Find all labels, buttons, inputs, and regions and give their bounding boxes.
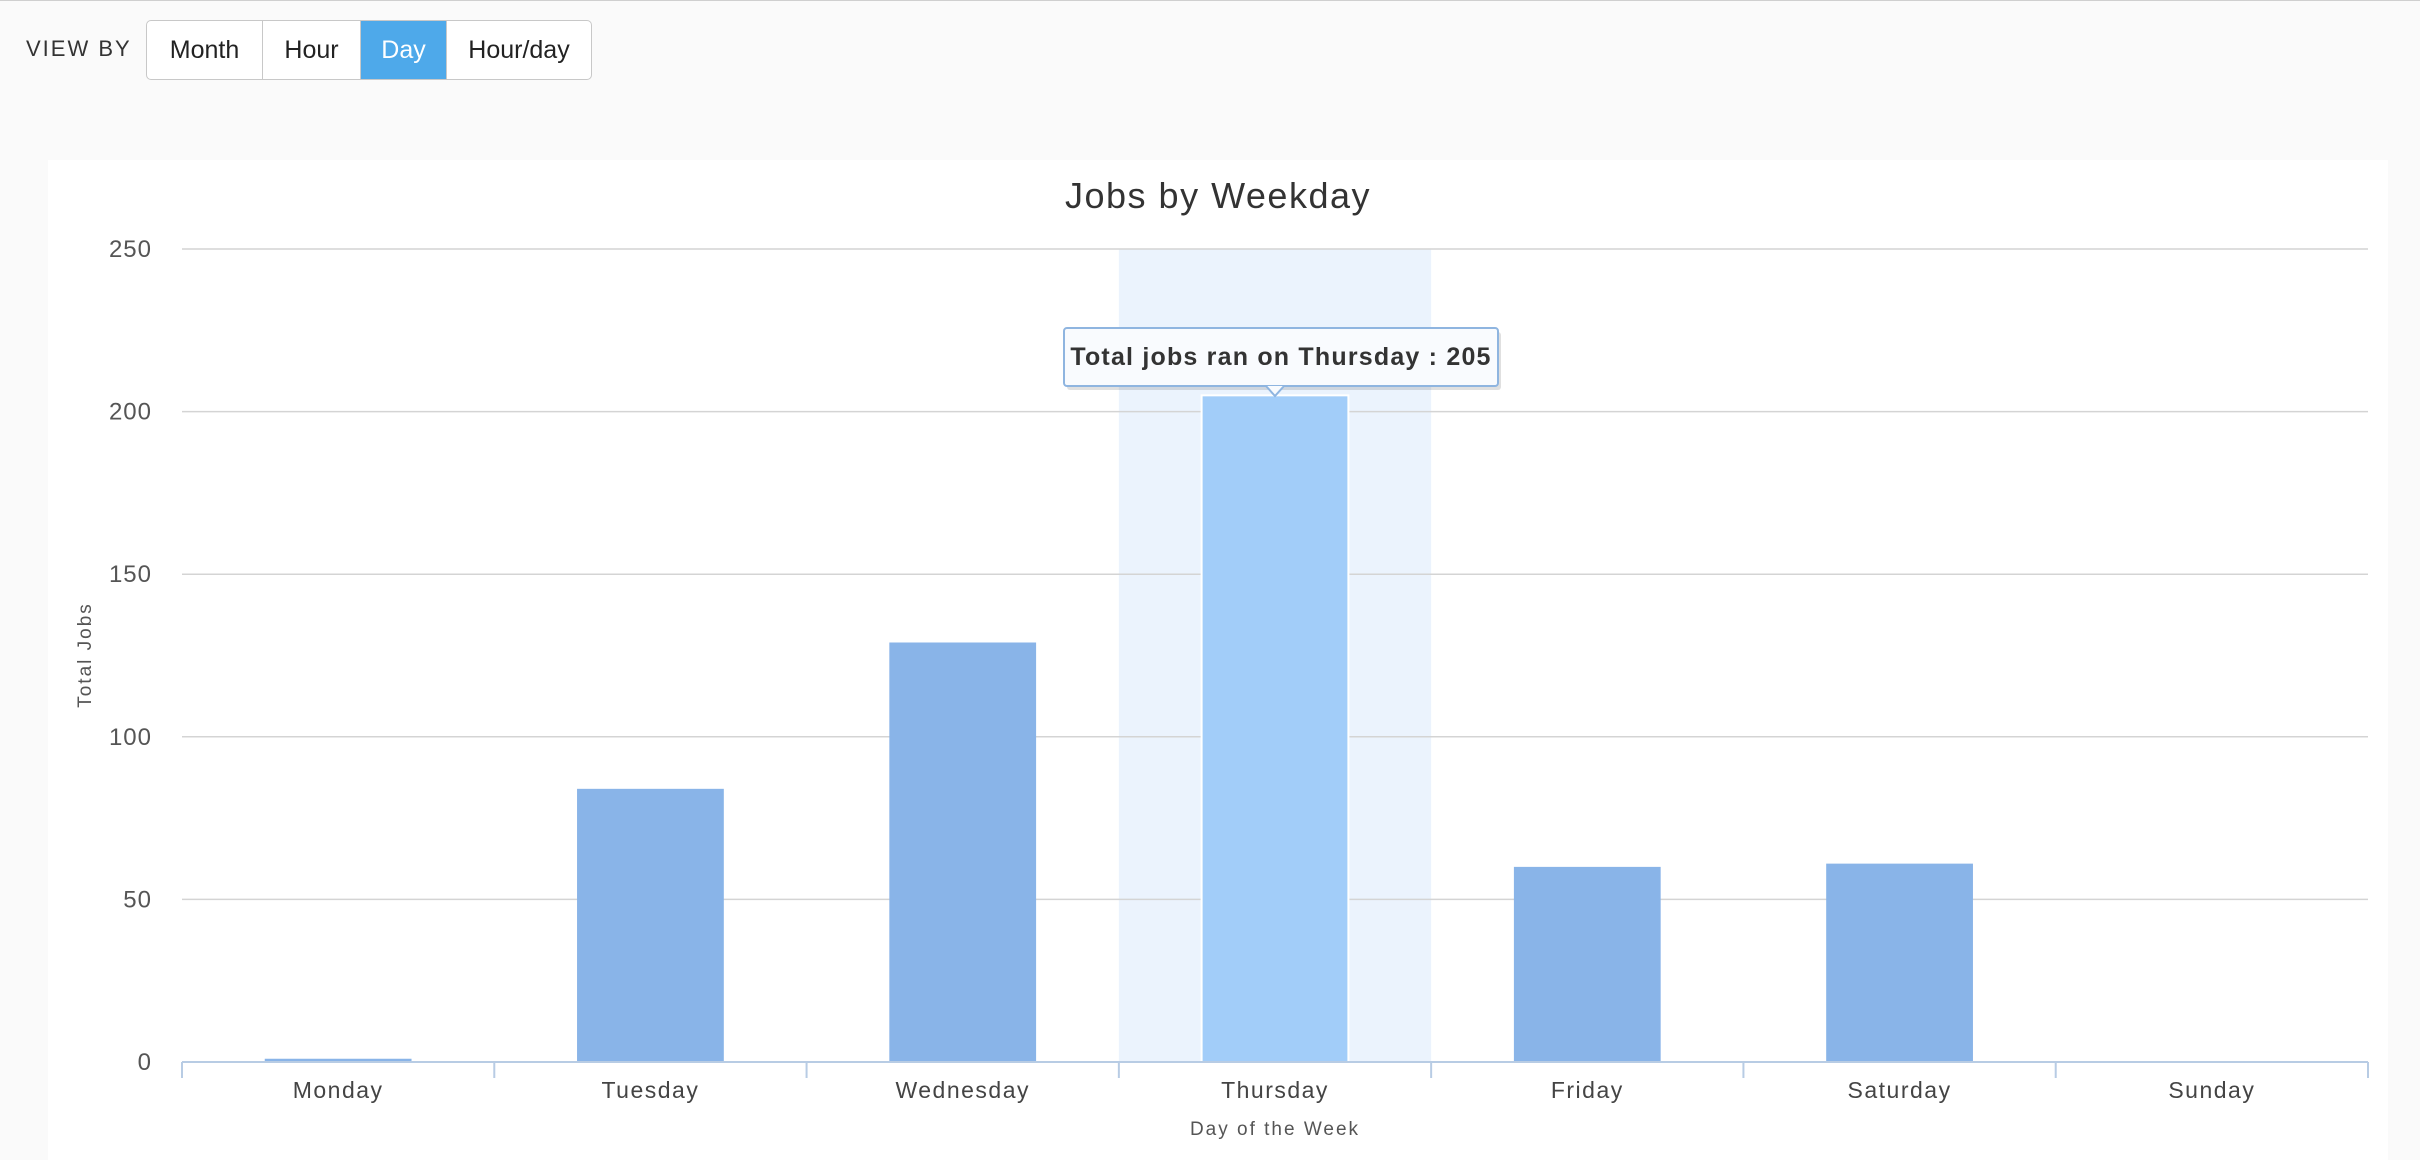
x-tick-label: Wednesday [895, 1077, 1030, 1103]
y-axis-title: Total Jobs [75, 602, 96, 708]
y-tick-label: 200 [109, 399, 152, 426]
x-tick-label: Friday [1551, 1077, 1624, 1103]
x-tick-label: Thursday [1221, 1077, 1329, 1103]
y-tick-label: 0 [138, 1049, 152, 1076]
bar-thursday[interactable] [1200, 394, 1350, 1063]
y-tick-label: 100 [109, 724, 152, 751]
bar-saturday[interactable] [1826, 863, 1973, 1062]
chart-title: Jobs by Weekday [1065, 175, 1371, 216]
bar-tuesday[interactable] [577, 788, 724, 1062]
tooltip: Total jobs ran on Thursday : 205 [1063, 327, 1501, 398]
bar-monday[interactable] [264, 1058, 412, 1062]
tooltip-text: Total jobs ran on Thursday : 205 [1070, 343, 1491, 371]
view-by-label: VIEW BY [26, 36, 132, 61]
bar-friday[interactable] [1513, 866, 1661, 1062]
view-by-button-group: Month Hour Day Hour/day [146, 20, 592, 80]
x-tick-label: Monday [293, 1077, 384, 1103]
x-axis-title: Day of the Week [1190, 1119, 1360, 1140]
x-tick-label: Saturday [1848, 1077, 1952, 1103]
top-border [0, 0, 2420, 1]
y-tick-label: 150 [109, 561, 152, 588]
month-button[interactable]: Month [147, 21, 263, 79]
hour-day-button[interactable]: Hour/day [468, 36, 570, 64]
x-tick-label: Tuesday [601, 1077, 699, 1103]
y-tick-label: 50 [123, 886, 152, 913]
day-button[interactable]: Day [361, 21, 447, 79]
tooltip-pointer [1265, 385, 1285, 398]
hour-button[interactable]: Hour [263, 21, 361, 79]
x-tick-label: Sunday [2168, 1077, 2255, 1103]
bar-wednesday[interactable] [889, 642, 1037, 1062]
y-tick-label: 250 [109, 236, 152, 263]
